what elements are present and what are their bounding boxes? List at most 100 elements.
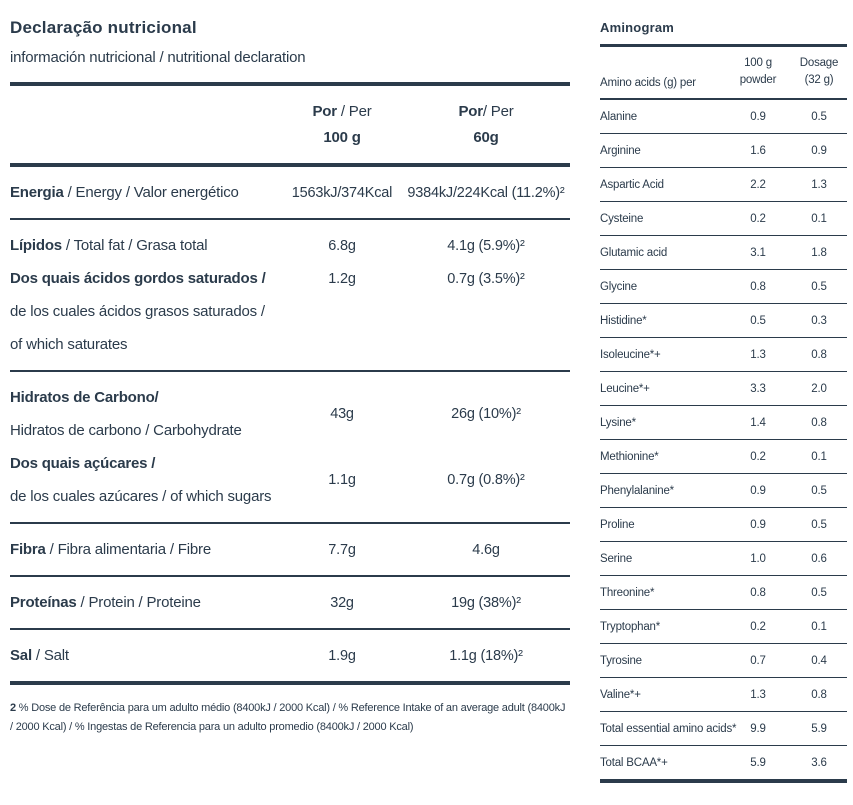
amino-acid-name: Aspartic Acid — [600, 178, 664, 191]
amino-acid-name: Arginine — [600, 144, 641, 157]
amino-acid-name: Tyrosine — [600, 654, 642, 667]
aminogram-row: Valine*+ 1.3 0.8 — [600, 678, 847, 712]
aminogram-row: Serine 1.0 0.6 — [600, 542, 847, 576]
divider — [10, 628, 570, 630]
nutrient-row-protein: Proteínas / Protein / Proteine 32g 19g (38… — [10, 577, 570, 628]
value-per-100g: 6.8g — [328, 237, 356, 254]
amino-acid-name: Alanine — [600, 110, 637, 123]
amino-value-dosage: 0.8 — [811, 348, 827, 361]
amino-value-100g: 0.8 — [750, 280, 766, 293]
aminogram-col-header-name: Amino acids (g) per — [600, 77, 696, 89]
amino-acid-name: Lysine* — [600, 416, 636, 429]
amino-value-dosage: 3.6 — [811, 756, 827, 769]
amino-value-100g: 3.3 — [750, 382, 766, 395]
aminogram-row: Tryptophan* 0.2 0.1 — [600, 610, 847, 644]
nutrient-row-salt: Sal / Salt 1.9g 1.1g (18%)² — [10, 630, 570, 681]
nutrient-row-energy: Energia / Energy / Valor energético 1563k… — [10, 167, 570, 218]
divider — [10, 82, 570, 86]
value-per-100g: 32g — [330, 594, 354, 611]
amino-value-dosage: 0.1 — [811, 620, 827, 633]
amino-acid-name: Total essential amino acids* — [600, 722, 737, 735]
divider — [600, 44, 847, 47]
aminogram-row: Lysine* 1.4 0.8 — [600, 406, 847, 440]
aminogram-row: Proline 0.9 0.5 — [600, 508, 847, 542]
nutrition-column-headers: Por / Per 100 g Por/ Per 60g — [10, 86, 570, 163]
aminogram-row: Total essential amino acids* 9.9 5.9 — [600, 712, 847, 746]
aminogram-row: Leucine*+ 3.3 2.0 — [600, 372, 847, 406]
amino-value-100g: 5.9 — [750, 756, 766, 769]
amino-value-dosage: 0.3 — [811, 314, 827, 327]
amino-value-dosage: 0.4 — [811, 654, 827, 667]
divider — [10, 522, 570, 524]
aminogram-row: Isoleucine*+ 1.3 0.8 — [600, 338, 847, 372]
amino-value-100g: 0.9 — [750, 484, 766, 497]
amino-value-100g: 9.9 — [750, 722, 766, 735]
amino-value-100g: 3.1 — [750, 246, 766, 259]
amino-value-dosage: 0.6 — [811, 552, 827, 565]
value-per-100g: 43g — [330, 406, 354, 422]
divider — [10, 370, 570, 372]
amino-value-100g: 1.4 — [750, 416, 766, 429]
nutrient-row-fat: Lípidos / Total fat / Grasa total Dos qua… — [10, 220, 570, 370]
aminogram-row: Glutamic acid 3.1 1.8 — [600, 236, 847, 270]
amino-value-100g: 0.7 — [750, 654, 766, 667]
nutrition-rows: Energia / Energy / Valor energético 1563k… — [10, 167, 570, 685]
amino-acid-name: Methionine* — [600, 450, 659, 463]
amino-acid-name: Tryptophan* — [600, 620, 661, 633]
footnote-text: % Dose de Referência para um adulto médi… — [10, 702, 566, 733]
aminogram-row: Cysteine 0.2 0.1 — [600, 202, 847, 236]
aminogram-row: Alanine 0.9 0.5 — [600, 100, 847, 134]
aminogram-panel: Aminogram Amino acids (g) per 100 g powd… — [600, 20, 847, 783]
nutrient-label: Dos quais açúcares / — [10, 455, 156, 472]
aminogram-row: Methionine* 0.2 0.1 — [600, 440, 847, 474]
aminogram-col-header-dosage: Dosage (32 g) — [799, 57, 839, 86]
value-per-100g: 1563kJ/374Kcal — [291, 184, 393, 201]
divider — [10, 575, 570, 577]
aminogram-column-headers: Amino acids (g) per 100 g powder Dosage … — [600, 47, 847, 100]
aminogram-row: Histidine* 0.5 0.3 — [600, 304, 847, 338]
amino-value-100g: 0.2 — [750, 450, 766, 463]
amino-acid-name: Valine*+ — [600, 688, 641, 701]
footnote-marker: 2 — [10, 702, 16, 714]
value-per-100g: 1.2g — [328, 270, 356, 287]
amino-value-100g: 0.2 — [750, 620, 766, 633]
amino-value-dosage: 1.8 — [811, 246, 827, 259]
amino-acid-name: Serine — [600, 552, 633, 565]
amino-acid-name: Proline — [600, 518, 635, 531]
amino-value-dosage: 1.3 — [811, 178, 827, 191]
amino-acid-name: Phenylalanine* — [600, 484, 674, 497]
nutrient-label: de los cuales ácidos grasos saturados / — [10, 303, 265, 320]
aminogram-row: Arginine 1.6 0.9 — [600, 134, 847, 168]
amino-value-100g: 1.0 — [750, 552, 766, 565]
amino-value-dosage: 0.1 — [811, 212, 827, 225]
value-per-60g: 1.1g (18%)² — [449, 647, 523, 664]
nutrient-label: Proteínas / Protein / Proteine — [10, 594, 201, 611]
amino-value-dosage: 0.8 — [811, 416, 827, 429]
value-per-60g: 9384kJ/224Kcal (11.2%)² — [407, 184, 565, 201]
value-per-60g: 0.7g (0.8%)² — [447, 472, 525, 488]
aminogram-row: Phenylalanine* 0.9 0.5 — [600, 474, 847, 508]
nutrient-label: Fibra / Fibra alimentaria / Fibre — [10, 541, 211, 558]
nutrient-label: Hidratos de carbono / Carbohydrate — [10, 422, 242, 439]
nutrient-label: of which saturates — [10, 336, 128, 353]
value-per-60g: 19g (38%)² — [451, 594, 521, 611]
value-per-60g: 0.7g (3.5%)² — [447, 270, 525, 287]
nutrient-label: de los cuales azúcares / of which sugars — [10, 488, 272, 505]
nutrient-row-carbohydrate: Hidratos de Carbono/Hidratos de carbono … — [10, 372, 570, 522]
amino-acid-name: Cysteine — [600, 212, 644, 225]
amino-value-100g: 0.2 — [750, 212, 766, 225]
divider — [600, 778, 847, 783]
aminogram-title: Aminogram — [600, 20, 675, 35]
reference-intake-footnote: 2 % Dose de Referência para um adulto mé… — [10, 699, 566, 737]
amino-value-100g: 0.9 — [750, 110, 766, 123]
value-per-60g: 26g (10%)² — [451, 406, 521, 422]
amino-value-dosage: 5.9 — [811, 722, 827, 735]
value-per-100g: 7.7g — [328, 541, 356, 558]
nutrient-label: Sal / Salt — [10, 647, 69, 664]
aminogram-row: Tyrosine 0.7 0.4 — [600, 644, 847, 678]
aminogram-rows: Alanine 0.9 0.5 Arginine 1.6 0.9 Aspartic Acid… — [600, 100, 847, 780]
nutrition-declaration-panel: Declaração nutricional información nutri… — [10, 18, 570, 737]
divider — [10, 163, 570, 167]
column-header-per-60g: Por/ Per 60g — [458, 103, 514, 146]
amino-value-100g: 0.8 — [750, 586, 766, 599]
